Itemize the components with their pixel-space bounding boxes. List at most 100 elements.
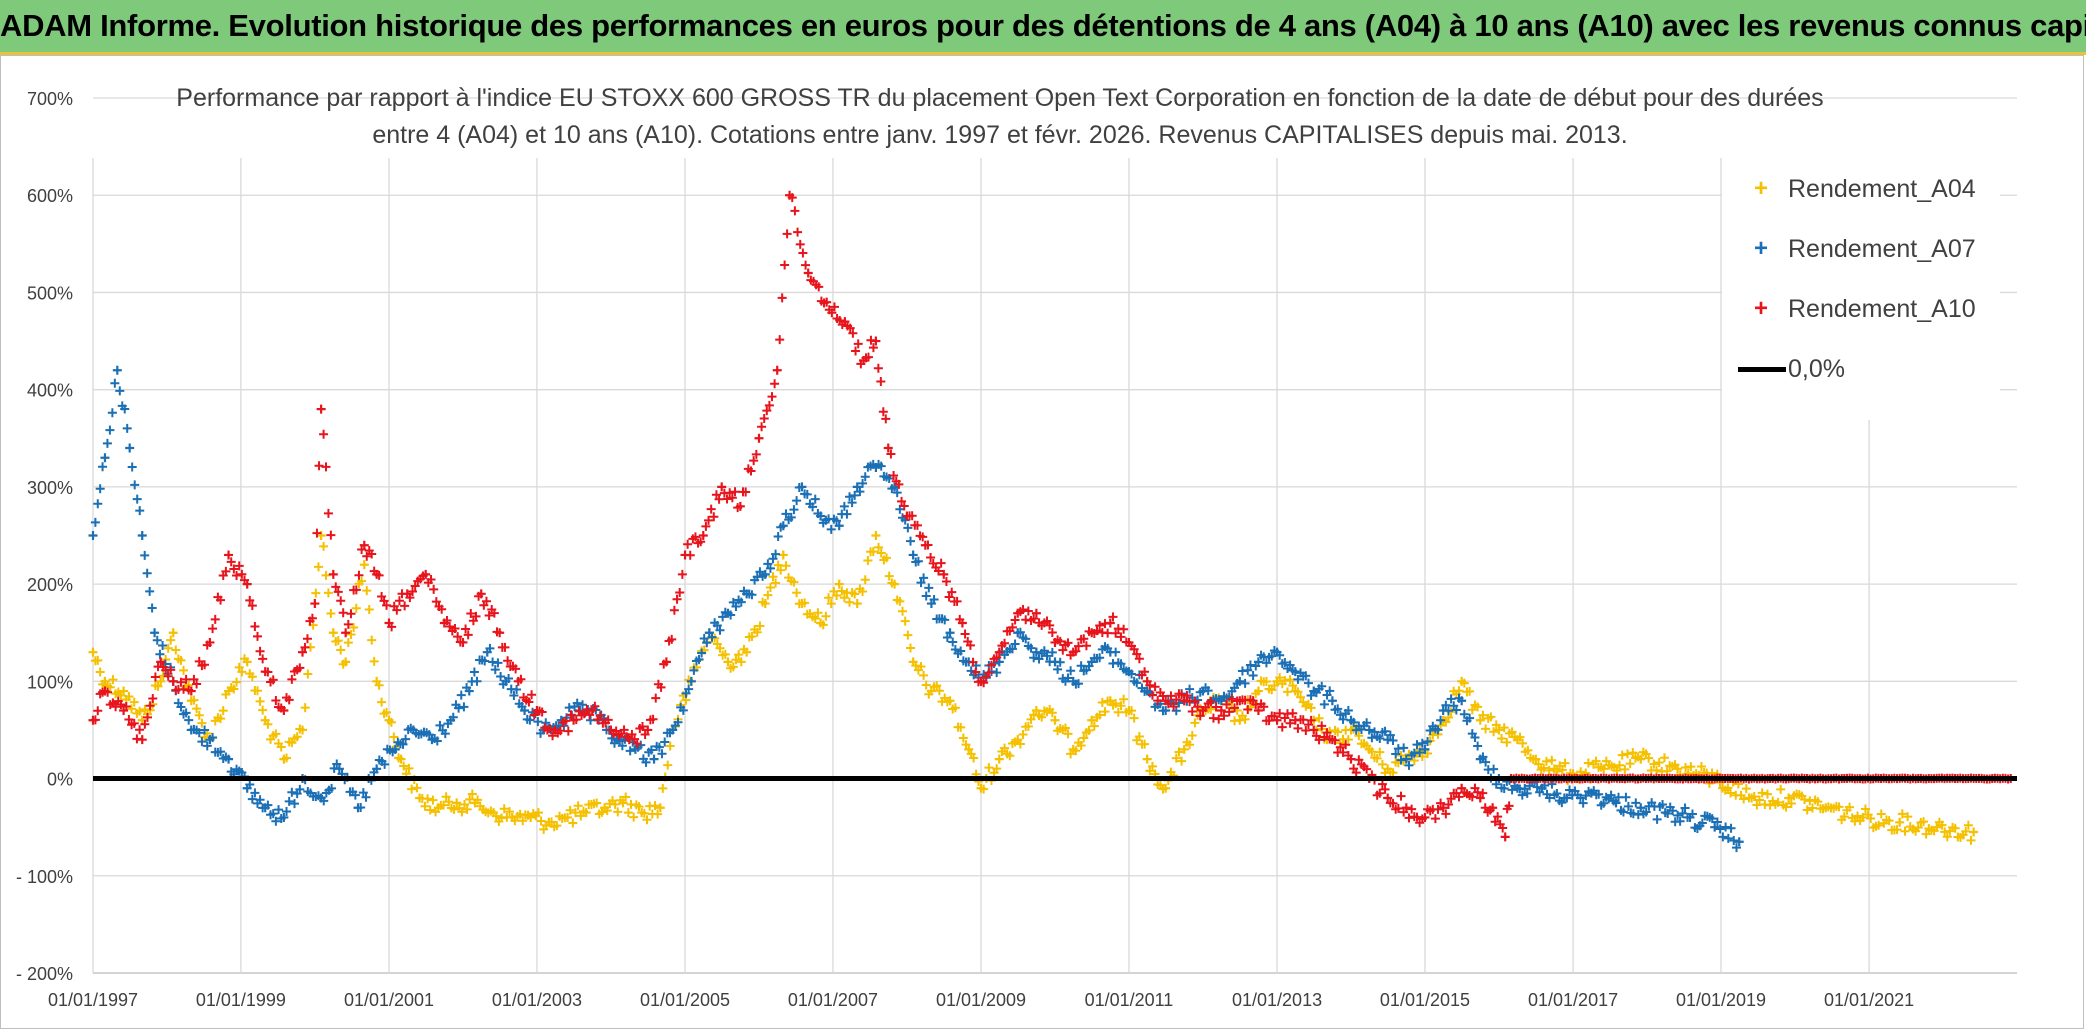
data-point — [1364, 725, 1374, 735]
data-point-fill — [505, 807, 515, 817]
data-point-fill — [731, 602, 741, 612]
data-point-fill — [1224, 707, 1234, 717]
data-point-fill — [525, 715, 535, 725]
data-point-fill — [1961, 826, 1971, 836]
data-point — [852, 482, 862, 492]
data-point-fill — [108, 675, 118, 685]
data-point-fill — [665, 741, 675, 751]
data-point-fill — [1042, 651, 1052, 661]
data-point-fill — [323, 508, 333, 518]
data-point-fill — [194, 710, 204, 720]
data-point — [1031, 647, 1041, 657]
data-point-fill — [145, 586, 155, 596]
data-point — [754, 433, 764, 443]
data-point-fill — [218, 706, 228, 716]
data-point-fill — [428, 795, 438, 805]
data-point-fill — [338, 608, 348, 618]
data-point-fill — [900, 616, 910, 626]
data-point-fill — [158, 641, 168, 651]
data-point-fill — [1415, 748, 1425, 758]
data-point-fill — [1119, 624, 1129, 634]
data-point-fill — [1478, 710, 1488, 720]
data-point-fill — [1116, 701, 1126, 711]
data-point-fill — [884, 571, 894, 581]
data-point-fill — [258, 654, 268, 664]
data-point-fill — [1620, 764, 1630, 774]
x-tick-label: 01/01/2015 — [1380, 990, 1470, 1010]
data-point-fill — [1103, 628, 1113, 638]
data-point-fill — [431, 597, 441, 607]
data-point-fill — [1000, 743, 1010, 753]
data-point — [328, 628, 338, 638]
x-tick-label: 01/01/2013 — [1232, 990, 1322, 1010]
data-point-fill — [801, 260, 811, 270]
data-point-fill — [398, 739, 408, 749]
data-point-fill — [120, 404, 130, 414]
data-point-fill — [333, 636, 343, 646]
data-point — [1253, 657, 1263, 667]
data-point-fill — [727, 493, 737, 503]
y-tick-label: 0% — [47, 770, 73, 790]
x-tick-label: 01/01/2019 — [1676, 990, 1766, 1010]
data-point-fill — [1913, 823, 1923, 833]
data-point-fill — [221, 566, 231, 576]
data-point-fill — [326, 608, 336, 618]
data-point-fill — [1206, 697, 1216, 707]
data-point-fill — [845, 323, 855, 333]
data-point-fill — [683, 539, 693, 549]
data-point-fill — [1066, 666, 1076, 676]
data-point-fill — [1127, 706, 1137, 716]
data-point-fill — [210, 614, 220, 624]
data-point-fill — [675, 588, 685, 598]
data-point-fill — [1039, 646, 1049, 656]
data-point-fill — [1095, 620, 1105, 630]
data-point — [686, 676, 696, 686]
data-point-fill — [1583, 758, 1593, 768]
data-point-fill — [648, 714, 658, 724]
data-point — [760, 599, 770, 609]
data-point-fill — [926, 553, 936, 562]
data-point-fill — [782, 229, 792, 239]
data-point-fill — [116, 691, 126, 701]
data-point-fill — [903, 630, 913, 640]
data-point-fill — [354, 570, 364, 580]
chart-legend: + Rendement_A04 + Rendement_A07 + Rendem… — [1722, 155, 2000, 420]
data-point-fill — [1005, 751, 1015, 761]
data-point-fill — [202, 741, 212, 751]
data-point-fill — [892, 488, 902, 498]
data-point — [1457, 696, 1467, 706]
data-point-fill — [1860, 804, 1870, 814]
data-point-fill — [757, 422, 767, 432]
data-point-fill — [603, 715, 613, 725]
data-point-fill — [952, 596, 962, 606]
y-tick-label: 500% — [27, 283, 73, 303]
data-point-fill — [613, 807, 623, 817]
data-point-fill — [768, 554, 778, 564]
data-point-fill — [516, 674, 526, 684]
data-point-fill — [1145, 680, 1155, 690]
data-point-fill — [1367, 747, 1377, 757]
data-point-fill — [564, 703, 574, 713]
data-point-fill — [571, 808, 581, 818]
data-point-fill — [810, 614, 820, 624]
data-point-fill — [252, 686, 262, 696]
data-point-fill — [894, 479, 904, 489]
data-point-fill — [489, 608, 499, 618]
data-point-fill — [247, 672, 257, 682]
data-point-fill — [1214, 714, 1224, 724]
data-point-fill — [176, 677, 186, 687]
data-point — [994, 754, 1004, 764]
data-point-fill — [1499, 784, 1509, 794]
data-point-fill — [150, 672, 160, 682]
data-point-fill — [124, 691, 134, 701]
data-point-fill — [826, 599, 836, 609]
data-point-fill — [466, 608, 476, 618]
data-point — [334, 764, 344, 774]
data-point-fill — [701, 521, 711, 531]
data-point-fill — [216, 595, 226, 605]
data-point-fill — [1575, 793, 1585, 803]
data-point-fill — [824, 593, 834, 603]
data-point-fill — [1317, 721, 1327, 731]
data-point-fill — [932, 681, 942, 691]
data-point-fill — [1047, 647, 1057, 657]
